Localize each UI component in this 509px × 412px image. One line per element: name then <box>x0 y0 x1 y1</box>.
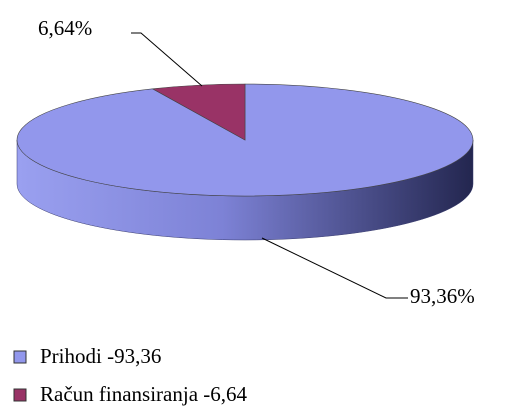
legend-swatch <box>13 350 27 364</box>
legend-swatch <box>13 388 27 402</box>
legend-label: Prihodi -93,36 <box>40 344 161 368</box>
data-label: 6,64% <box>38 16 92 40</box>
data-label: 93,36% <box>410 284 475 308</box>
leader-line <box>131 32 203 87</box>
pie-slice <box>151 83 246 141</box>
legend: Prihodi -93,36 Račun finansiranja -6,64 <box>13 344 248 406</box>
legend-label: Račun finansiranja -6,64 <box>40 382 248 406</box>
leader-line <box>261 237 408 299</box>
pie <box>16 83 474 241</box>
